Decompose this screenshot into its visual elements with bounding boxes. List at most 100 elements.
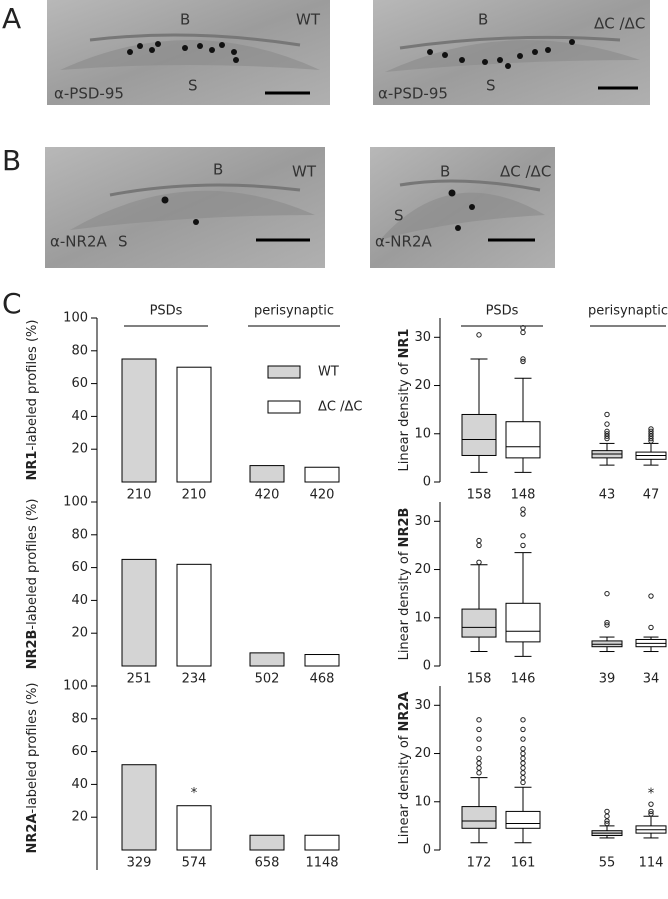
y-axis-label-part: NR1 [25,451,40,481]
y-tick-label: 20 [71,810,88,825]
y-axis-label-part: NR2A [25,813,40,853]
outlier [476,542,482,549]
bar [121,358,157,483]
y-tick-label: 80 [71,527,88,542]
bar [304,834,340,851]
n-label: 158 [467,488,492,503]
spine-label: S [118,233,128,251]
outlier [520,755,526,762]
box [505,810,541,829]
significance-mark: * [191,786,198,801]
y-tick-label: 30 [414,330,431,345]
n-label: 55 [599,856,616,871]
y-tick-label: 10 [414,610,431,625]
legend-label: ΔC /ΔC [318,400,362,415]
bar [176,805,212,851]
outlier [520,542,526,549]
n-label: 210 [127,488,152,503]
outlier [476,755,482,762]
outlier [520,358,526,365]
n-label: 502 [255,672,280,687]
spine-label: S [188,77,198,95]
bouton-label: B [180,11,190,29]
outlier [648,593,654,599]
outlier [604,431,610,437]
n-label: 210 [182,488,207,503]
outlier [520,750,526,757]
n-label: 114 [639,856,664,871]
y-axis-label: Linear density of NR2B [397,508,412,661]
outlier [604,622,610,628]
group-label: perisynaptic [254,304,334,319]
n-label: 329 [127,856,152,871]
bar [121,558,157,667]
antibody-label: α-PSD-95 [54,85,124,103]
n-label: 148 [511,488,536,503]
y-axis-label-part: NR1 [397,329,412,359]
y-tick-label: 60 [71,560,88,575]
outlier [476,717,482,723]
group-label: perisynaptic [588,304,668,319]
outlier [520,329,526,336]
outlier [520,760,526,766]
y-tick-label: 80 [71,343,88,358]
n-label: 39 [599,672,616,687]
bar [304,654,340,667]
outlier [648,624,654,631]
outlier [476,332,482,338]
panel-label: A [2,2,21,35]
genotype-label: WT [296,11,321,29]
outlier [648,808,654,815]
n-label: 468 [310,672,335,687]
outlier [520,765,526,771]
antibody-label: α-NR2A [375,233,432,251]
y-tick-label: 10 [414,794,431,809]
group-label: PSDs [486,304,519,319]
outlier [476,746,482,752]
legend-label: WT [318,365,339,380]
n-label: 420 [310,488,335,503]
y-tick-label: 100 [63,495,88,510]
y-axis-label: Linear density of NR2A [397,692,412,845]
y-tick-label: 80 [71,711,88,726]
y-axis-label-part: Linear density of [397,547,412,660]
outlier [520,717,526,723]
n-label: 34 [643,672,660,687]
y-tick-label: 0 [423,659,431,674]
y-tick-label: 60 [71,376,88,391]
outlier [520,779,526,786]
n-label: 574 [182,856,207,871]
group-label: PSDs [150,304,183,319]
outlier [604,590,610,597]
outlier [604,808,610,815]
significance-mark: * [648,787,655,802]
box [461,806,497,829]
micrograph: B WT S α-NR2A [45,147,325,268]
n-label: 172 [467,856,492,871]
y-axis-label: NR1-labeled profiles (%) [25,320,40,481]
outlier [520,726,526,733]
bouton-label: B [213,161,223,179]
y-axis-label-part: NR2A [397,692,412,732]
box [505,602,541,643]
y-tick-label: 20 [414,562,431,577]
box [461,413,497,456]
legend-swatch [267,365,301,379]
outlier [476,736,482,742]
y-axis-label-part: Linear density of [397,358,412,471]
y-tick-label: 10 [414,426,431,441]
outlier [648,801,654,807]
bar [249,465,285,483]
n-label: 234 [182,672,207,687]
y-tick-label: 20 [71,442,88,457]
bar [249,834,285,851]
box [461,608,497,638]
genotype-label: WT [292,163,317,181]
outlier [520,324,526,331]
outlier [520,736,526,742]
legend-swatch [267,400,301,414]
outlier [476,760,482,766]
n-label: 43 [599,488,616,503]
y-tick-label: 40 [71,409,88,424]
